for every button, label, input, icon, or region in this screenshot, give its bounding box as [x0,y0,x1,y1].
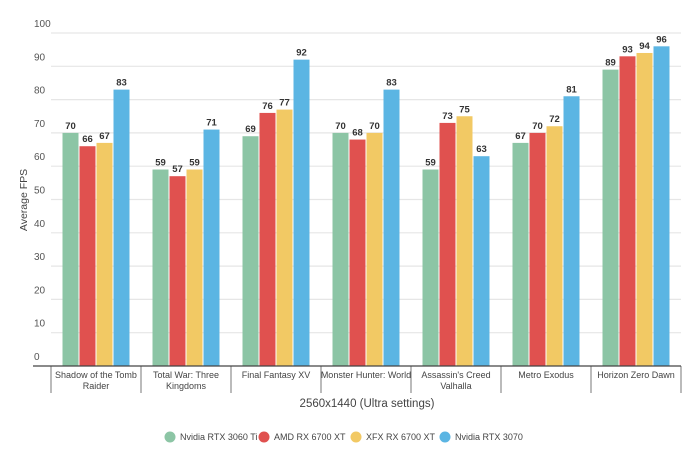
data-label: 69 [245,124,256,135]
y-tick-label: 20 [34,285,46,296]
data-label: 66 [82,134,93,145]
bar [456,116,473,366]
y-tick-label: 80 [34,86,46,97]
data-label: 92 [296,48,307,59]
y-tick-label: 50 [34,186,46,197]
data-label: 81 [566,84,577,95]
bar [439,122,456,366]
data-label: 68 [352,128,363,139]
bar [563,96,580,367]
data-label: 73 [442,111,453,122]
data-label: 70 [369,121,380,132]
bar [422,169,439,366]
x-tick-label: Raider [83,381,110,391]
data-label: 96 [656,34,667,45]
data-label: 70 [335,121,346,132]
bar [619,56,636,367]
y-tick-label: 60 [34,152,46,163]
bar [62,132,79,366]
data-label: 59 [189,158,200,169]
x-tick-label: Horizon Zero Dawn [597,370,675,380]
legend-label: Nvidia RTX 3070 [455,432,523,442]
y-tick-label: 100 [34,19,51,30]
legend-label: XFX RX 6700 XT [366,432,436,442]
bar [203,129,220,366]
bar [152,169,169,366]
data-label: 70 [532,121,543,132]
y-axis-title: Average FPS [18,169,30,231]
data-label: 63 [476,144,487,155]
bar [169,176,186,366]
data-label: 67 [515,131,526,142]
bar [332,132,349,366]
bar [366,132,383,366]
bar [186,169,203,366]
x-tick-label: Valhalla [440,381,471,391]
y-tick-label: 40 [34,219,46,230]
bar [276,109,293,366]
legend-swatch [258,431,270,443]
x-tick-label: Shadow of the Tomb [55,370,137,380]
bar [546,126,563,367]
x-axis-title: 2560x1440 (Ultra settings) [300,398,435,410]
y-tick-label: 70 [34,119,46,130]
y-tick-label: 30 [34,252,46,263]
x-tick-label: Final Fantasy XV [242,370,311,380]
x-tick-label: Kingdoms [166,381,207,391]
bar [636,52,653,366]
data-label: 70 [65,121,76,132]
data-label: 72 [549,114,560,125]
bar [602,69,619,366]
x-tick-label: Monster Hunter: World [321,370,411,380]
bar [113,89,130,367]
data-label: 71 [206,118,217,129]
y-tick-label: 10 [34,319,46,330]
y-tick-label: 90 [34,52,46,63]
legend-label: Nvidia RTX 3060 Ti [180,432,257,442]
legend-swatch [164,431,176,443]
x-tick-label: Metro Exodus [518,370,574,380]
bar [259,112,276,366]
data-label: 76 [262,101,273,112]
bar [293,59,310,366]
x-tick-label: Assassin's Creed [421,370,490,380]
bar [512,142,529,366]
data-label: 75 [459,104,470,115]
bar [653,46,670,366]
bar [79,146,96,366]
data-label: 93 [622,44,633,55]
legend-swatch [350,431,362,443]
bar [349,139,366,366]
data-label: 83 [386,78,397,89]
data-label: 77 [279,98,290,109]
legend-label: AMD RX 6700 XT [274,432,346,442]
bar [242,136,259,366]
legend-swatch [439,431,451,443]
data-label: 89 [605,58,616,69]
data-label: 59 [155,158,166,169]
data-label: 59 [425,158,436,169]
bar [383,89,400,367]
data-label: 57 [172,164,183,175]
data-label: 83 [116,78,127,89]
bar [529,132,546,366]
y-tick-label: 0 [34,352,40,363]
data-label: 67 [99,131,110,142]
data-label: 94 [639,41,650,52]
bar [473,156,490,366]
x-tick-label: Total War: Three [153,370,219,380]
bar [96,142,113,366]
